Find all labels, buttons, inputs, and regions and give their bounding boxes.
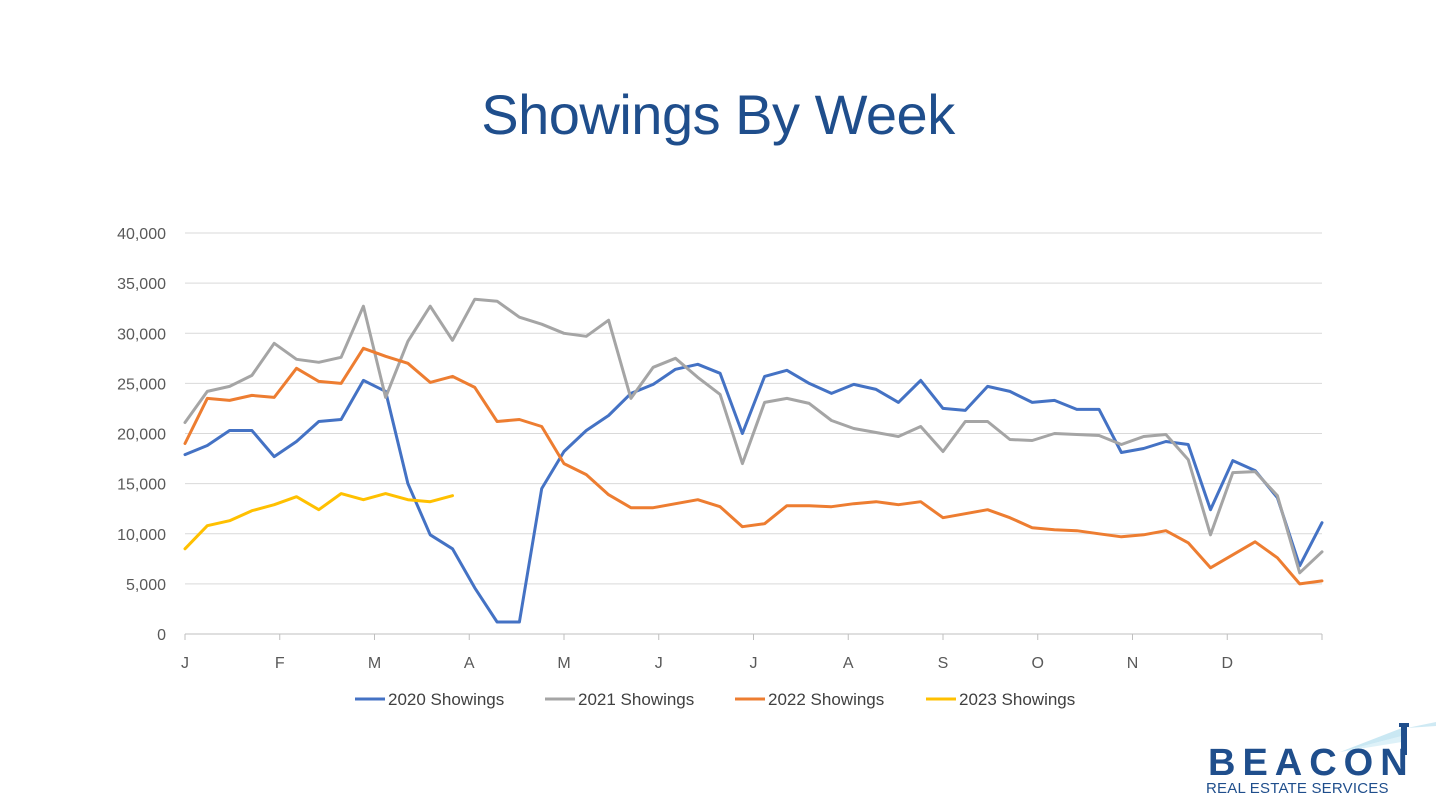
y-tick-label: 25,000 bbox=[117, 376, 166, 393]
legend-label: 2022 Showings bbox=[768, 690, 884, 709]
y-axis: 0 5,000 10,000 15,000 20,000 25,000 30,000 35,0… bbox=[117, 226, 166, 644]
logo-tagline: REAL ESTATE SERVICES bbox=[1206, 780, 1389, 797]
y-tick-label: 35,000 bbox=[117, 276, 166, 293]
y-tick-label: 20,000 bbox=[117, 427, 166, 444]
legend-label: 2020 Showings bbox=[388, 690, 504, 709]
x-tick-label: M bbox=[557, 655, 570, 672]
x-tick-label: J bbox=[181, 655, 189, 672]
x-tick-label: A bbox=[464, 655, 475, 672]
y-tick-label: 0 bbox=[157, 627, 166, 644]
lighthouse-beam-icon bbox=[1340, 722, 1436, 755]
x-tick-label: A bbox=[843, 655, 854, 672]
logo-wordmark: BEACON bbox=[1208, 742, 1415, 784]
x-tick-label: N bbox=[1127, 655, 1139, 672]
legend: 2020 Showings 2021 Showings 2022 Showings 2… bbox=[355, 690, 1075, 709]
y-tick-label: 5,000 bbox=[126, 577, 166, 594]
x-tick-label: O bbox=[1032, 655, 1044, 672]
x-tick-label: S bbox=[938, 655, 949, 672]
beacon-logo: BEACON REAL ESTATE SERVICES bbox=[1200, 722, 1436, 804]
x-tick-label: D bbox=[1221, 655, 1233, 672]
series-line-2 bbox=[183, 297, 1324, 575]
legend-label: 2021 Showings bbox=[578, 690, 694, 709]
series-line-1 bbox=[183, 362, 1324, 624]
x-tick-label: M bbox=[368, 655, 381, 672]
y-tick-label: 30,000 bbox=[117, 326, 166, 343]
grid-lines bbox=[185, 232, 1322, 585]
series-lines bbox=[183, 297, 1324, 624]
y-tick-label: 15,000 bbox=[117, 477, 166, 494]
y-tick-label: 10,000 bbox=[117, 527, 166, 544]
series-line-4 bbox=[183, 492, 454, 551]
y-tick-label: 40,000 bbox=[117, 226, 166, 243]
series-line-3 bbox=[183, 346, 1324, 586]
x-tick-label: J bbox=[655, 655, 663, 672]
x-tick-label: J bbox=[750, 655, 758, 672]
chart-title: Showings By Week bbox=[481, 83, 955, 146]
legend-label: 2023 Showings bbox=[959, 690, 1075, 709]
x-tick-label: F bbox=[275, 655, 285, 672]
